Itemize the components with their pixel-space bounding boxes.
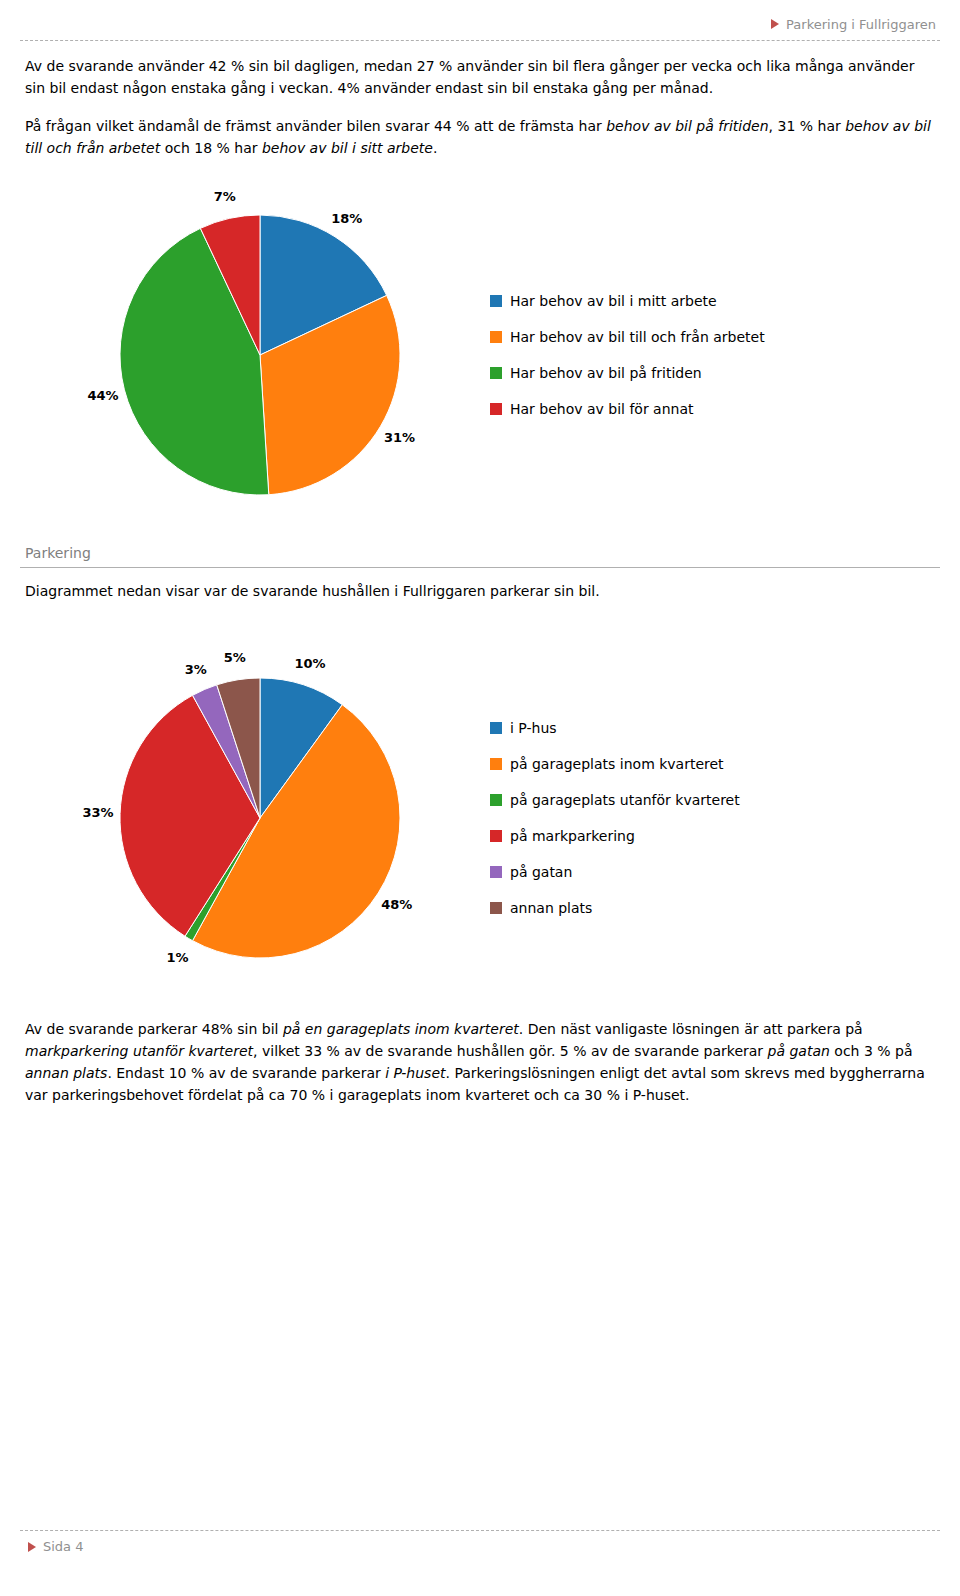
divider	[20, 567, 940, 568]
data-label: 3%	[185, 662, 207, 677]
data-label: 48%	[381, 897, 412, 912]
page: Parkering i Fullriggaren Av de svarande a…	[0, 0, 960, 1596]
pie-chart: 18% 31% 44% 7% Har behov av bil i mitt arbet…	[20, 175, 940, 535]
legend-item: Har behov av bil för annat	[490, 401, 694, 417]
divider	[20, 1530, 940, 1531]
legend-swatch	[490, 902, 502, 914]
legend-label: på gatan	[510, 864, 572, 880]
legend-item: på gatan	[490, 864, 572, 880]
legend-label: Har behov av bil för annat	[510, 401, 694, 417]
data-label: 18%	[331, 211, 362, 226]
legend-label: på markparkering	[510, 828, 635, 844]
legend-swatch	[490, 866, 502, 878]
text-segment: På frågan vilket ändamål de främst använ…	[25, 118, 606, 134]
text-segment: månad.	[660, 80, 713, 96]
header-text: Parkering i Fullriggaren	[786, 17, 936, 32]
data-label: 1%	[166, 950, 188, 965]
intro-paragraph: Av de svarande använder 42 % sin bil dag…	[25, 55, 935, 99]
pie-slices	[120, 678, 400, 958]
footer-paragraph: Av de svarande parkerar 48% sin bil på e…	[25, 1018, 935, 1106]
page-label: Sida 4	[43, 1539, 84, 1554]
data-label: 44%	[88, 388, 119, 403]
legend-item: Har behov av bil på fritiden	[490, 365, 702, 381]
legend: i P-hus på garageplats inom kvarteret på g…	[490, 720, 740, 916]
legend-label: i P-hus	[510, 720, 557, 736]
text-segment: och 18 % har	[160, 140, 262, 156]
text-segment: , vilket 33 % av de svarande hushållen g…	[253, 1043, 699, 1059]
text-segment: har	[818, 118, 846, 134]
legend-swatch	[490, 403, 502, 415]
legend-label: på garageplats inom kvarteret	[510, 756, 724, 772]
text-segment: behov av bil i sitt arbete	[262, 140, 433, 156]
legend-swatch	[490, 722, 502, 734]
legend-item: annan plats	[490, 900, 592, 916]
marker-icon	[771, 19, 780, 29]
legend-item: på markparkering	[490, 828, 635, 844]
section-text: Diagrammet nedan visar var de svarande h…	[25, 580, 935, 602]
legend-swatch	[490, 295, 502, 307]
text-segment: kvarteret och ca 30 % i P-huset.	[465, 1087, 689, 1103]
text-segment: behov av bil på fritiden	[606, 118, 768, 134]
text-segment: Av de svarande parkerar 48% sin bil	[25, 1021, 283, 1037]
data-label: 10%	[294, 656, 325, 671]
text-segment: på gatan	[768, 1043, 830, 1059]
usage-paragraph: På frågan vilket ändamål de främst använ…	[25, 115, 935, 159]
text-segment: . Den näst vanligaste lösningen är att	[519, 1021, 783, 1037]
text-segment: på en garageplats inom kvarteret	[283, 1021, 519, 1037]
legend-label: annan plats	[510, 900, 592, 916]
text-segment: . Endast 10 % av de svarande parkerar	[107, 1065, 385, 1081]
pie-slices	[120, 215, 400, 495]
data-label: 7%	[214, 189, 236, 204]
text-segment: markparkering utanför kvarteret	[25, 1043, 253, 1059]
legend-label: Har behov av bil på fritiden	[510, 365, 702, 381]
page-label-row: Sida 4	[20, 1539, 940, 1554]
legend-item: på garageplats utanför kvarteret	[490, 792, 740, 808]
legend-swatch	[490, 830, 502, 842]
text-segment: och 3 % på	[830, 1043, 913, 1059]
page-bottom: Sida 4	[20, 1530, 940, 1554]
text-segment: annan plats	[25, 1065, 107, 1081]
data-labels: 10% 48% 1% 33% 3% 5%	[83, 650, 413, 964]
text-segment: i P-huset	[385, 1065, 445, 1081]
marker-triangle	[771, 19, 779, 29]
section-title: Parkering	[25, 545, 935, 561]
text-segment: parkerar	[704, 1043, 768, 1059]
marker-icon	[28, 1542, 37, 1552]
pie-slice	[217, 678, 260, 818]
legend-item: i P-hus	[490, 720, 557, 736]
data-label: 5%	[224, 650, 246, 665]
pie-slice	[200, 215, 260, 355]
legend-swatch	[490, 331, 502, 343]
text-segment: .	[433, 140, 437, 156]
text-segment: , 31 %	[769, 118, 813, 134]
text-segment: parkera på	[787, 1021, 863, 1037]
legend-swatch	[490, 794, 502, 806]
pie-chart: 10% 48% 1% 33% 3% 5% i P-hus på garageplats ino…	[20, 618, 940, 1018]
legend-swatch	[490, 367, 502, 379]
divider	[20, 40, 940, 41]
marker-triangle	[28, 1542, 36, 1552]
legend-item: Har behov av bil till och från arbetet	[490, 329, 765, 345]
text-segment: Av de svarande använder 42 % sin bil dag…	[25, 58, 791, 74]
text-segment: Diagrammet nedan visar var de svarande h…	[25, 583, 600, 599]
legend: Har behov av bil i mitt arbete Har behov …	[490, 293, 765, 417]
legend-item: Har behov av bil i mitt arbete	[490, 293, 717, 309]
legend-label: på garageplats utanför kvarteret	[510, 792, 740, 808]
pie-slice	[260, 295, 400, 494]
data-label: 33%	[83, 805, 114, 820]
legend-label: Har behov av bil till och från arbetet	[510, 329, 765, 345]
header: Parkering i Fullriggaren	[20, 14, 940, 34]
data-label: 31%	[384, 430, 415, 445]
text-segment: . Parkeringslösningen	[446, 1065, 596, 1081]
legend-label: Har behov av bil i mitt arbete	[510, 293, 717, 309]
data-labels: 18% 31% 44% 7%	[88, 189, 415, 445]
legend-swatch	[490, 758, 502, 770]
legend-item: på garageplats inom kvarteret	[490, 756, 724, 772]
